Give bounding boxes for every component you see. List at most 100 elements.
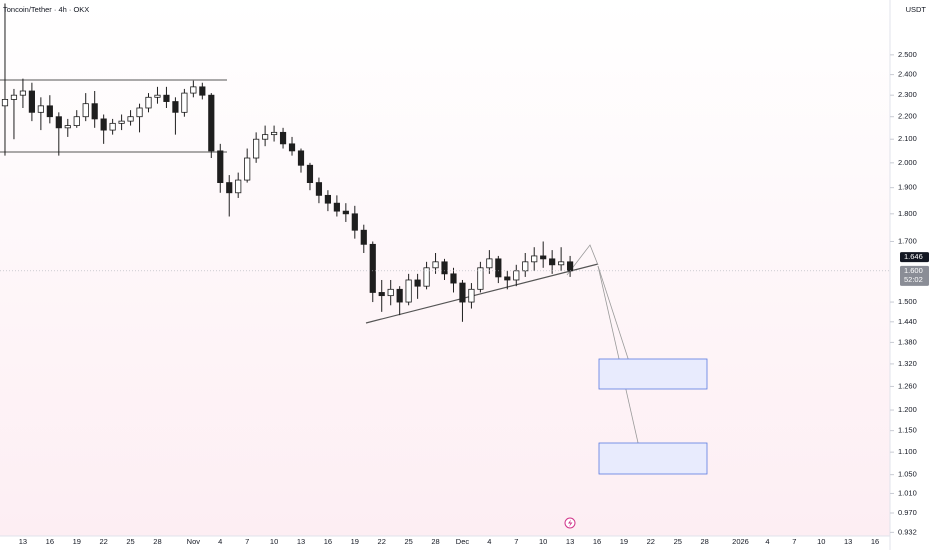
candle-body (163, 94, 170, 102)
x-tick-label: 2026 (732, 537, 749, 546)
candle-body (549, 258, 556, 266)
candle-body (181, 92, 188, 113)
x-tick-label: 25 (126, 537, 134, 546)
x-tick-label: 22 (378, 537, 386, 546)
y-tick-label: 2.400 (898, 70, 917, 79)
candle-body (423, 267, 430, 287)
candle-body (405, 279, 412, 303)
candle-body (136, 107, 143, 118)
x-tick-label: 10 (817, 537, 825, 546)
candle-body (208, 94, 215, 152)
candle-body (37, 105, 44, 113)
x-tick-label: 19 (73, 537, 81, 546)
y-tick-label: 2.500 (898, 50, 917, 59)
event-icon[interactable] (564, 517, 576, 529)
candle-body (217, 150, 224, 183)
y-tick-label: 1.150 (898, 426, 917, 435)
y-tick-label: 1.050 (898, 470, 917, 479)
candle-body (360, 229, 367, 245)
candle-body (342, 210, 349, 215)
x-tick-label: 7 (514, 537, 518, 546)
candle-body (270, 131, 278, 136)
x-tick-label: 4 (487, 537, 491, 546)
candle-body (297, 150, 305, 166)
candle-body (558, 261, 565, 266)
y-tick-label: 1.320 (898, 359, 917, 368)
candle-body (46, 105, 53, 118)
candle-body (396, 288, 403, 303)
y-tick-label: 1.900 (898, 183, 917, 192)
candle-body (127, 116, 134, 122)
candle-body (55, 116, 62, 129)
x-tick-label: 4 (765, 537, 769, 546)
candle-body (567, 261, 574, 272)
candle-body (279, 131, 287, 145)
x-tick-label: Nov (187, 537, 201, 546)
candle-body (28, 90, 35, 113)
candle-body (19, 90, 27, 96)
candle-body (64, 125, 71, 129)
candle-body (154, 94, 161, 98)
x-tick-label: Dec (456, 537, 470, 546)
candle-body (522, 261, 529, 272)
x-tick-label: 28 (700, 537, 708, 546)
candle-body (459, 282, 466, 303)
x-tick-label: 10 (539, 537, 547, 546)
price-tag-label: 1.600 (904, 266, 923, 275)
candle-body (100, 118, 107, 131)
x-tick-label: 25 (674, 537, 682, 546)
drawings (0, 79, 708, 475)
candle-body (190, 86, 197, 94)
target-zone (598, 358, 708, 390)
candle-body (91, 103, 98, 120)
candles (1, 3, 574, 322)
y-tick-label: 1.700 (898, 236, 917, 245)
x-tick-label: 28 (431, 537, 439, 546)
candle-body (351, 213, 358, 231)
chart-title: Toncoin/Tether · 4h · OKX (3, 5, 89, 14)
y-tick-label: 1.500 (898, 297, 917, 306)
candle-body (244, 157, 251, 181)
candle-body (468, 288, 475, 303)
projection-path (566, 244, 599, 276)
x-tick-label: 13 (297, 537, 305, 546)
y-tick-label: 2.200 (898, 112, 917, 121)
candle-body (432, 261, 439, 269)
candle-body (1, 99, 9, 107)
candle-body (504, 276, 511, 281)
candle-body (531, 255, 538, 263)
x-tick-label: 16 (871, 537, 879, 546)
y-tick-label: 1.200 (898, 405, 917, 414)
x-tick-label: 13 (844, 537, 852, 546)
candle-body (118, 120, 125, 124)
y-tick-label: 2.300 (898, 90, 917, 99)
candle-body (306, 164, 314, 183)
price-tag-label: 1.646 (904, 252, 923, 261)
y-tick-label: 1.010 (898, 488, 917, 497)
price-tag (900, 265, 929, 286)
x-tick-label: 13 (566, 537, 574, 546)
target-zone (598, 442, 708, 475)
candle-body (477, 267, 484, 290)
candle-body (540, 255, 547, 260)
candle-body (369, 243, 376, 293)
candle-body (262, 134, 269, 140)
candle-body (333, 202, 340, 212)
currency-label: USDT (906, 5, 927, 14)
x-tick-label: 16 (46, 537, 54, 546)
candle-body (82, 103, 89, 118)
candle-body (199, 86, 206, 96)
x-tick-label: 7 (792, 537, 796, 546)
x-tick-label: 13 (19, 537, 27, 546)
candle-body (73, 116, 80, 126)
x-tick-label: 19 (620, 537, 628, 546)
x-tick-label: 10 (270, 537, 278, 546)
candle-body (253, 138, 260, 159)
x-tick-label: 7 (245, 537, 249, 546)
candle-body (172, 101, 179, 113)
candle-body (145, 96, 152, 109)
x-tick-label: 16 (593, 537, 601, 546)
x-tick-label: 4 (218, 537, 222, 546)
candle-body (414, 279, 421, 287)
